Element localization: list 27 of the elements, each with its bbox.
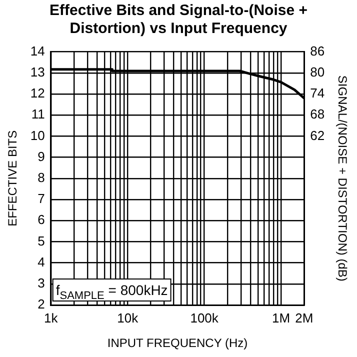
x-tick-label: 10k (117, 310, 139, 326)
y2-tick-label: 80 (310, 64, 325, 80)
y-axis-title: EFFECTIVE BITS (6, 130, 20, 226)
y2-axis-title: SIGNAL/(NOISE + DISTORTION) (dB) (335, 75, 350, 282)
y2-tick-label: 62 (310, 128, 325, 143)
x-tick-label: 1M (272, 310, 290, 326)
y-tick-label: 3 (38, 275, 45, 290)
x-axis-title: INPUT FREQUENCY (Hz) (107, 336, 248, 350)
y2-tick-label: 86 (310, 43, 325, 58)
y-tick-label: 14 (30, 43, 45, 58)
y-tick-label: 4 (38, 254, 45, 270)
y-tick-label: 2 (38, 296, 45, 312)
y2-tick-label: 74 (310, 86, 325, 101)
y2-tick-label: 68 (310, 106, 325, 122)
y-tick-label: 6 (38, 212, 45, 228)
x-tick-label: 2M (295, 310, 314, 326)
y-tick-label: 7 (38, 191, 45, 206)
y-tick-label: 8 (38, 170, 45, 185)
chart-title: Effective Bits and Signal-to-(Noise + Distortion) vs Input Frequency (48, 2, 308, 38)
x-tick-label: 1k (44, 310, 58, 326)
y-tick-label: 13 (30, 64, 45, 80)
y-tick-label: 9 (38, 148, 45, 164)
y-tick-label: 11 (31, 106, 45, 122)
y-tick-label: 5 (38, 233, 45, 248)
x-tick-label: 100k (190, 310, 219, 326)
y-tick-label: 12 (30, 86, 45, 101)
y-tick-label: 10 (30, 128, 45, 143)
